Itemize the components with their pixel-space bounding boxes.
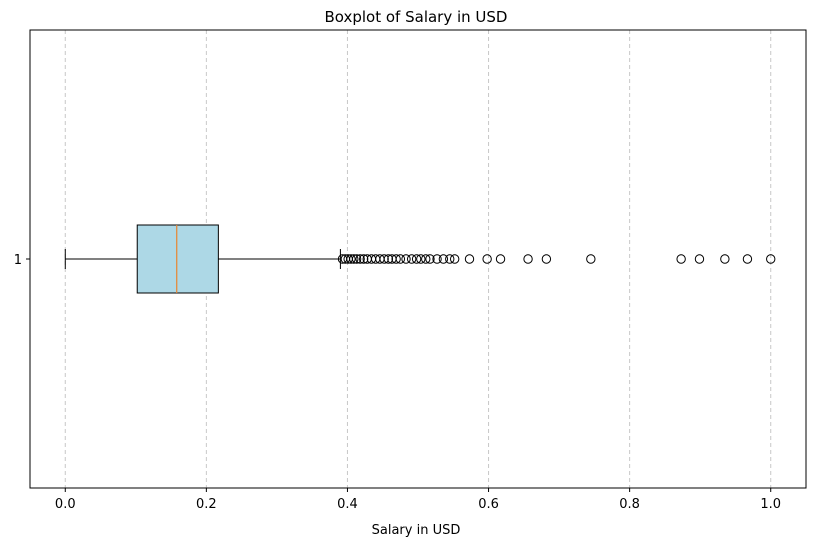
outlier-point bbox=[694, 254, 705, 264]
outlier-point bbox=[464, 254, 475, 264]
outlier-point bbox=[379, 254, 389, 264]
outlier-point bbox=[346, 254, 356, 264]
outlier-point bbox=[445, 254, 455, 264]
axis-layer: 0.0 0.2 0.4 0.6 0.8 1.0 1 bbox=[14, 253, 781, 512]
outlier-point bbox=[411, 254, 422, 264]
outlier-point bbox=[406, 254, 417, 264]
x-tick-label: 0.2 bbox=[196, 497, 217, 512]
outlier-point bbox=[351, 254, 362, 264]
outlier-point bbox=[391, 254, 401, 264]
x-tick-label: 1.0 bbox=[760, 497, 781, 512]
outlier-point bbox=[425, 254, 435, 264]
outlier-point bbox=[438, 254, 449, 264]
x-axis-label: Salary in USD bbox=[372, 523, 461, 538]
x-tick-label: 0.0 bbox=[55, 497, 76, 512]
outlier-point bbox=[432, 254, 442, 264]
outlier-point bbox=[742, 254, 753, 264]
outlier-point bbox=[401, 254, 411, 264]
x-tick-label: 0.8 bbox=[619, 497, 640, 512]
outlier-point bbox=[586, 254, 596, 264]
outlier-point bbox=[482, 254, 492, 264]
outlier-point bbox=[495, 254, 506, 264]
outlier-point bbox=[421, 254, 431, 264]
y-tick-label: 1 bbox=[14, 253, 22, 268]
outlier-point bbox=[766, 254, 776, 264]
outlier-point bbox=[395, 254, 406, 264]
outlier-point bbox=[349, 254, 359, 264]
x-tick-label: 0.6 bbox=[478, 497, 499, 512]
outlier-point bbox=[676, 254, 686, 264]
outlier-point bbox=[355, 254, 365, 264]
chart-title: Boxplot of Salary in USD bbox=[324, 8, 507, 26]
plot-layer bbox=[64, 224, 776, 294]
outlier-point bbox=[541, 254, 552, 264]
x-tick-label: 0.4 bbox=[337, 497, 358, 512]
outlier-point bbox=[358, 254, 369, 264]
outlier-point bbox=[720, 254, 730, 264]
outlier-point bbox=[523, 254, 533, 264]
outlier-point bbox=[449, 254, 460, 264]
outlier-point bbox=[416, 254, 426, 264]
outlier-point bbox=[383, 254, 394, 264]
iqr-box bbox=[136, 224, 219, 294]
grid-layer bbox=[64, 30, 772, 488]
